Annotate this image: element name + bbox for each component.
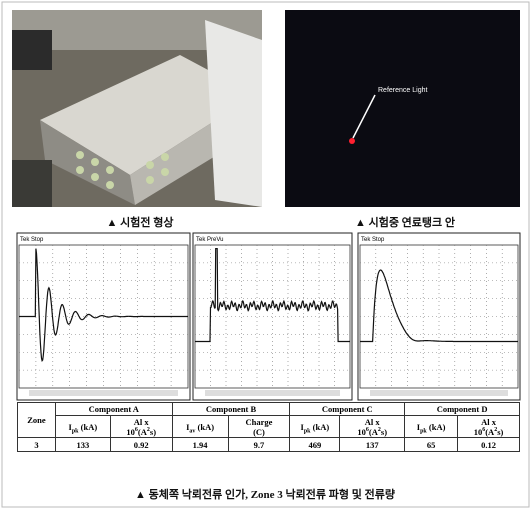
subheader-cell: Charge(C)	[228, 416, 290, 438]
caption: ▲ 시험중 연료탱크 안	[300, 214, 510, 230]
annotation: Reference Light	[378, 87, 427, 94]
subheader-line: 106(A2s)	[111, 427, 172, 437]
subheader-line: (C)	[229, 427, 290, 437]
scope-status: Tek Stop	[361, 237, 385, 243]
scope-status: Tek Stop	[20, 237, 44, 243]
subheader-text: Al x	[134, 417, 149, 427]
results-table: Zone Component A Component B Component C…	[17, 402, 520, 452]
data-cell: 65	[405, 438, 458, 452]
subheader-line: Charge	[229, 417, 290, 427]
subheader-text: (kA)	[427, 422, 446, 432]
subheader-line: Iav (kA)	[173, 422, 228, 432]
subheader-cell: Ipk (kA)	[55, 416, 110, 438]
scope-panels: Tek Stop Tek PreVu Tek Stop	[17, 233, 520, 400]
data-cell: 137	[340, 438, 405, 452]
photo-during-test: Reference Light	[285, 10, 520, 207]
header-cell: Component B	[172, 403, 290, 416]
data-cell: 9.7	[228, 438, 290, 452]
scope-frame	[358, 233, 520, 400]
subheader-line: Al x	[458, 417, 519, 427]
scope-footer	[205, 390, 340, 396]
subheader-text: 10	[474, 427, 483, 437]
scope-status: Tek PreVu	[196, 237, 223, 243]
scope-footer	[370, 390, 508, 396]
subheader-line: Ipk (kA)	[56, 422, 110, 432]
data-cell: 1.94	[172, 438, 228, 452]
scope-footer	[29, 390, 178, 396]
data-cell: 3	[18, 438, 56, 452]
page: Reference Light Tek StopTek PreVuTek Sto…	[0, 0, 531, 509]
subheader-text: 10	[357, 427, 366, 437]
subheader-text: (kA)	[79, 422, 98, 432]
scope-screen: Tek PreVu	[193, 233, 352, 400]
subheader-cell: Ipk (kA)	[290, 416, 340, 438]
header-cell: Component C	[290, 403, 405, 416]
subheader-line: Ipk (kA)	[290, 422, 339, 432]
subheader-text: s)	[150, 427, 156, 437]
caption: ▲ 시험전 형상	[40, 214, 240, 230]
subheader-text: Charge	[246, 417, 273, 427]
subheader-line: Al x	[111, 417, 172, 427]
subheader-text: (C)	[253, 427, 265, 437]
subheader-line: 106(A2s)	[340, 427, 404, 437]
scope-screen: Tek Stop	[358, 233, 520, 400]
scope-screen: Tek Stop	[17, 233, 190, 400]
subheader-cell: Ipk (kA)	[405, 416, 458, 438]
header-cell: Component A	[55, 403, 172, 416]
data-cell: 0.92	[110, 438, 172, 452]
subheader-text: pk	[72, 428, 79, 434]
subheader-cell: Iav (kA)	[172, 416, 228, 438]
data-cell: 0.12	[458, 438, 520, 452]
subheader-text: (kA)	[195, 422, 214, 432]
subheader-text: (A	[138, 427, 147, 437]
subheader-text: (kA)	[311, 422, 330, 432]
subheader-text: Al x	[365, 417, 380, 427]
subheader-line: Al x	[340, 417, 404, 427]
subheader-text: 10	[126, 427, 135, 437]
header-cell: Zone	[18, 403, 56, 438]
caption: ▲ 동체쪽 낙뢰전류 인가, Zone 3 낙뢰전류 파형 및 전류량	[40, 486, 490, 502]
subheader-text: pk	[420, 428, 427, 434]
subheader-text: Al x	[481, 417, 496, 427]
subheader-line: Ipk (kA)	[405, 422, 457, 432]
subheader-text: s)	[381, 427, 387, 437]
subheader-text: (A	[369, 427, 378, 437]
data-cell: 469	[290, 438, 340, 452]
subheader-text: (A	[485, 427, 494, 437]
subheader-text: s)	[497, 427, 503, 437]
subheader-line: 106(A2s)	[458, 427, 519, 437]
data-cell: 133	[55, 438, 110, 452]
photo-before-test	[12, 10, 262, 207]
subheader-text: pk	[304, 428, 311, 434]
header-cell: Component D	[405, 403, 520, 416]
